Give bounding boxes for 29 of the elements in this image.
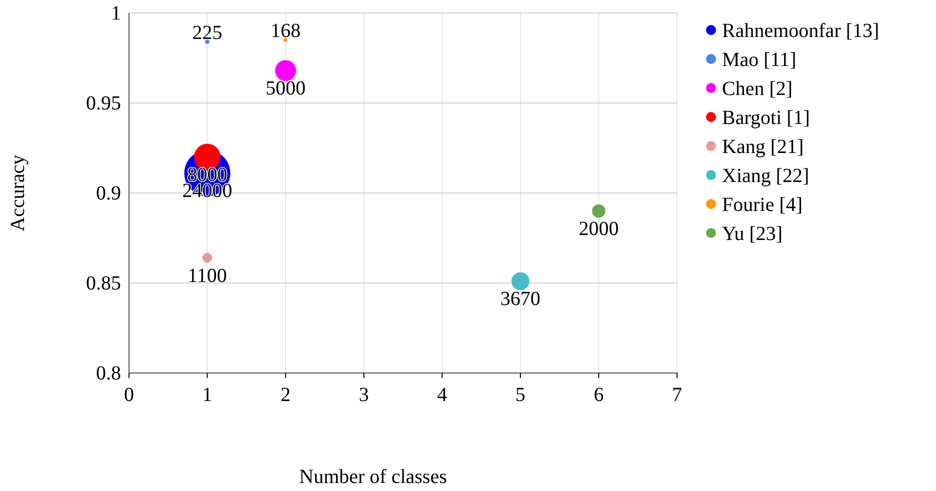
legend-label: Mao [11] (722, 49, 796, 71)
annotation: 5000 (266, 78, 306, 100)
legend-label: Kang [21] (722, 136, 804, 158)
y-tick-label: 0.85 (86, 272, 121, 294)
legend-label: Bargoti [1] (722, 107, 810, 129)
y-tick-label: 0.9 (96, 182, 121, 204)
annotation: 225 (192, 22, 222, 44)
annotation: 3670 (500, 288, 540, 310)
y-axis-title: Accuracy (7, 154, 29, 232)
legend-label: Fourie [4] (722, 194, 803, 216)
x-tick-label: 5 (515, 384, 526, 406)
legend-label: Rahnemoonfar [13] (722, 20, 880, 42)
y-tick-label: 0.8 (96, 362, 121, 384)
y-tick-label: 0.95 (86, 92, 121, 114)
y-tick-label: 1 (111, 2, 121, 24)
x-tick-label: 7 (672, 384, 682, 406)
legend-label: Chen [2] (722, 78, 793, 100)
x-tick-label: 4 (437, 384, 448, 406)
annotation: 168 (270, 20, 301, 42)
legend-label: Yu [23] (722, 223, 783, 245)
legend-label: Xiang [22] (722, 165, 810, 187)
annotation: 2000 (578, 218, 619, 240)
x-tick-label: 3 (358, 384, 369, 406)
x-tick-label: 0 (124, 384, 134, 406)
x-tick-label: 6 (594, 384, 604, 406)
x-axis-title: Number of classes (299, 466, 448, 488)
x-tick-label: 1 (202, 384, 212, 406)
x-tick-label: 2 (280, 384, 291, 406)
annotation: 1100 (188, 264, 227, 287)
